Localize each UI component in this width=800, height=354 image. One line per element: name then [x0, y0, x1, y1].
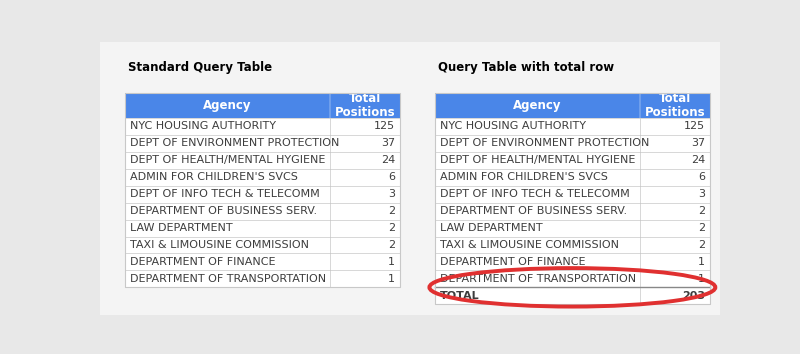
Bar	[435, 93, 710, 118]
Text: 3: 3	[388, 189, 395, 199]
Bar	[435, 186, 710, 202]
Text: TAXI & LIMOUSINE COMMISSION: TAXI & LIMOUSINE COMMISSION	[130, 240, 310, 250]
Bar	[125, 93, 400, 118]
Text: TAXI & LIMOUSINE COMMISSION: TAXI & LIMOUSINE COMMISSION	[440, 240, 619, 250]
Text: 2: 2	[388, 206, 395, 216]
Text: 2: 2	[698, 240, 706, 250]
Text: DEPARTMENT OF FINANCE: DEPARTMENT OF FINANCE	[440, 257, 586, 267]
Bar	[435, 236, 710, 253]
Text: NYC HOUSING AUTHORITY: NYC HOUSING AUTHORITY	[440, 121, 586, 131]
Text: 2: 2	[388, 240, 395, 250]
Text: 3: 3	[698, 189, 706, 199]
Text: LAW DEPARTMENT: LAW DEPARTMENT	[130, 223, 233, 233]
Text: DEPARTMENT OF TRANSPORTATION: DEPARTMENT OF TRANSPORTATION	[130, 274, 326, 284]
Text: DEPT OF HEALTH/MENTAL HYGIENE: DEPT OF HEALTH/MENTAL HYGIENE	[440, 155, 636, 165]
Text: 37: 37	[691, 138, 706, 148]
Bar	[125, 169, 400, 186]
Bar	[435, 287, 710, 304]
Bar	[435, 169, 710, 186]
Text: 24: 24	[691, 155, 706, 165]
Text: 6: 6	[698, 172, 706, 182]
Text: 2: 2	[388, 223, 395, 233]
Text: 2: 2	[698, 223, 706, 233]
Text: DEPT OF INFO TECH & TELECOMM: DEPT OF INFO TECH & TELECOMM	[440, 189, 630, 199]
Text: Agency: Agency	[203, 99, 251, 112]
Text: 125: 125	[684, 121, 706, 131]
Bar	[125, 152, 400, 169]
Text: DEPARTMENT OF TRANSPORTATION: DEPARTMENT OF TRANSPORTATION	[440, 274, 636, 284]
Bar	[435, 135, 710, 152]
Text: DEPARTMENT OF BUSINESS SERV.: DEPARTMENT OF BUSINESS SERV.	[440, 206, 627, 216]
Bar	[125, 219, 400, 236]
Text: Total
Positions: Total Positions	[334, 92, 395, 119]
Text: 1: 1	[388, 274, 395, 284]
Text: 203: 203	[682, 291, 706, 301]
Bar	[125, 270, 400, 287]
Bar	[435, 270, 710, 287]
Bar	[125, 202, 400, 219]
Bar	[435, 93, 710, 304]
Bar	[435, 118, 710, 135]
Bar	[435, 253, 710, 270]
Text: 37: 37	[381, 138, 395, 148]
Text: 6: 6	[388, 172, 395, 182]
Text: 24: 24	[381, 155, 395, 165]
Bar	[435, 219, 710, 236]
Text: 1: 1	[698, 257, 706, 267]
Text: DEPT OF HEALTH/MENTAL HYGIENE: DEPT OF HEALTH/MENTAL HYGIENE	[130, 155, 326, 165]
Text: ADMIN FOR CHILDREN'S SVCS: ADMIN FOR CHILDREN'S SVCS	[130, 172, 298, 182]
Text: 1: 1	[388, 257, 395, 267]
Text: DEPT OF INFO TECH & TELECOMM: DEPT OF INFO TECH & TELECOMM	[130, 189, 320, 199]
Text: 1: 1	[698, 274, 706, 284]
Text: DEPT OF ENVIRONMENT PROTECTION: DEPT OF ENVIRONMENT PROTECTION	[440, 138, 650, 148]
Text: Query Table with total row: Query Table with total row	[438, 61, 614, 74]
Bar	[125, 253, 400, 270]
Bar	[125, 236, 400, 253]
Bar	[125, 93, 400, 287]
Bar	[125, 186, 400, 202]
Bar	[435, 202, 710, 219]
Bar	[125, 135, 400, 152]
Text: Agency: Agency	[513, 99, 562, 112]
Text: TOTAL: TOTAL	[440, 291, 480, 301]
Bar	[435, 152, 710, 169]
Text: DEPT OF ENVIRONMENT PROTECTION: DEPT OF ENVIRONMENT PROTECTION	[130, 138, 340, 148]
Text: 125: 125	[374, 121, 395, 131]
Bar	[125, 118, 400, 135]
Text: Standard Query Table: Standard Query Table	[128, 61, 272, 74]
Text: NYC HOUSING AUTHORITY: NYC HOUSING AUTHORITY	[130, 121, 276, 131]
Text: LAW DEPARTMENT: LAW DEPARTMENT	[440, 223, 543, 233]
Text: Total
Positions: Total Positions	[645, 92, 705, 119]
Text: ADMIN FOR CHILDREN'S SVCS: ADMIN FOR CHILDREN'S SVCS	[440, 172, 608, 182]
Text: DEPARTMENT OF BUSINESS SERV.: DEPARTMENT OF BUSINESS SERV.	[130, 206, 318, 216]
Text: DEPARTMENT OF FINANCE: DEPARTMENT OF FINANCE	[130, 257, 276, 267]
Text: 2: 2	[698, 206, 706, 216]
